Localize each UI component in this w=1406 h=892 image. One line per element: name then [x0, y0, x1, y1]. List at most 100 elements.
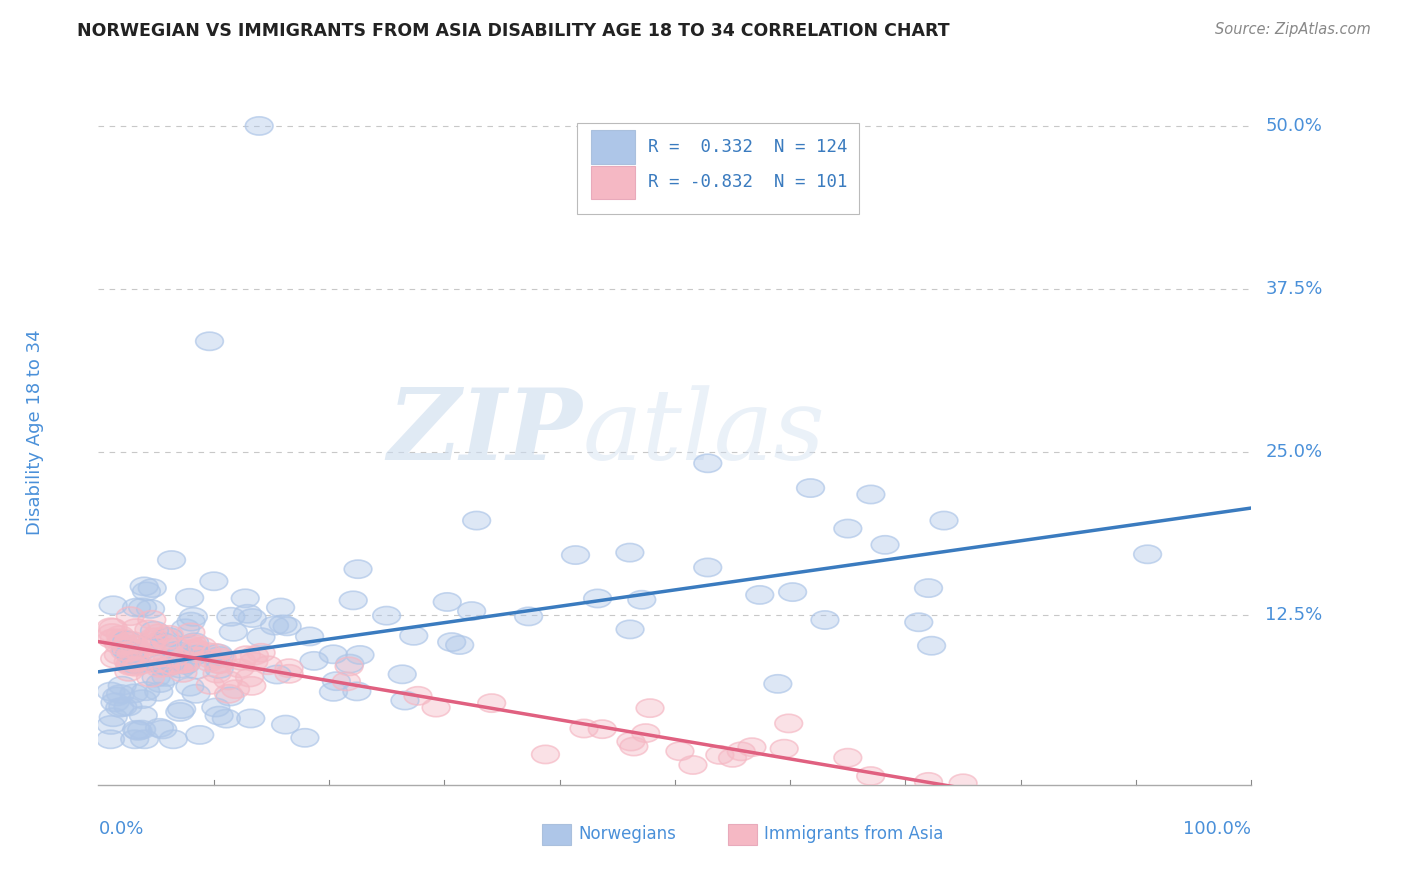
Ellipse shape [620, 738, 648, 756]
Ellipse shape [515, 607, 543, 625]
Ellipse shape [215, 685, 242, 703]
Ellipse shape [169, 664, 197, 682]
Ellipse shape [122, 721, 150, 739]
Ellipse shape [205, 655, 233, 673]
Ellipse shape [172, 619, 200, 638]
Ellipse shape [146, 719, 173, 737]
Ellipse shape [226, 659, 253, 678]
Ellipse shape [779, 583, 807, 601]
Ellipse shape [162, 648, 188, 665]
Ellipse shape [561, 546, 589, 565]
Ellipse shape [163, 642, 190, 660]
Ellipse shape [201, 644, 229, 662]
Ellipse shape [1133, 545, 1161, 564]
Ellipse shape [571, 719, 598, 738]
Ellipse shape [186, 726, 214, 744]
Ellipse shape [872, 536, 898, 554]
Ellipse shape [122, 599, 150, 616]
Ellipse shape [204, 644, 232, 663]
Ellipse shape [217, 607, 245, 626]
FancyBboxPatch shape [591, 130, 634, 164]
Ellipse shape [136, 668, 165, 687]
Ellipse shape [108, 629, 136, 648]
Ellipse shape [333, 673, 360, 690]
Ellipse shape [145, 624, 173, 642]
Ellipse shape [204, 665, 231, 682]
Text: 100.0%: 100.0% [1184, 821, 1251, 838]
Ellipse shape [159, 656, 187, 674]
FancyBboxPatch shape [543, 823, 571, 845]
Ellipse shape [138, 637, 166, 655]
Ellipse shape [246, 117, 273, 135]
Ellipse shape [295, 627, 323, 646]
Ellipse shape [149, 720, 177, 739]
Ellipse shape [177, 613, 205, 631]
Ellipse shape [139, 628, 167, 647]
Ellipse shape [136, 599, 165, 618]
Ellipse shape [775, 714, 803, 732]
Ellipse shape [208, 648, 236, 667]
Ellipse shape [142, 668, 170, 687]
Ellipse shape [240, 647, 269, 665]
Ellipse shape [155, 628, 183, 646]
Ellipse shape [122, 619, 150, 637]
Ellipse shape [695, 558, 721, 576]
Ellipse shape [183, 685, 209, 703]
Ellipse shape [107, 685, 135, 703]
Ellipse shape [204, 655, 232, 673]
Ellipse shape [616, 620, 644, 639]
Ellipse shape [388, 665, 416, 683]
Ellipse shape [121, 655, 149, 673]
Ellipse shape [122, 640, 150, 658]
Text: Source: ZipAtlas.com: Source: ZipAtlas.com [1215, 22, 1371, 37]
Ellipse shape [103, 687, 131, 706]
Ellipse shape [172, 656, 200, 674]
Ellipse shape [104, 646, 132, 664]
Ellipse shape [183, 646, 211, 664]
Ellipse shape [181, 641, 209, 659]
Ellipse shape [141, 622, 169, 640]
Ellipse shape [110, 698, 136, 716]
Ellipse shape [228, 652, 256, 670]
Ellipse shape [173, 654, 201, 672]
Ellipse shape [122, 657, 149, 676]
Ellipse shape [695, 454, 721, 473]
Ellipse shape [163, 638, 191, 657]
Ellipse shape [181, 639, 209, 657]
Ellipse shape [121, 648, 149, 665]
Ellipse shape [931, 511, 957, 530]
Ellipse shape [238, 677, 266, 695]
Ellipse shape [949, 774, 977, 792]
Text: atlas: atlas [582, 385, 825, 480]
Ellipse shape [181, 633, 208, 651]
Ellipse shape [918, 637, 945, 655]
Ellipse shape [763, 674, 792, 693]
Ellipse shape [319, 682, 347, 701]
FancyBboxPatch shape [728, 823, 756, 845]
Text: Disability Age 18 to 34: Disability Age 18 to 34 [25, 330, 44, 535]
Ellipse shape [176, 589, 204, 607]
Ellipse shape [589, 720, 616, 739]
Ellipse shape [343, 682, 371, 700]
Ellipse shape [146, 673, 174, 692]
Ellipse shape [616, 543, 644, 562]
Ellipse shape [856, 767, 884, 785]
Ellipse shape [98, 630, 125, 648]
Ellipse shape [132, 682, 160, 700]
Ellipse shape [205, 706, 233, 725]
Ellipse shape [128, 721, 156, 739]
Ellipse shape [738, 738, 766, 756]
Text: Norwegians: Norwegians [578, 825, 676, 843]
Ellipse shape [322, 672, 350, 690]
Ellipse shape [631, 724, 659, 742]
Ellipse shape [129, 706, 157, 724]
Ellipse shape [247, 628, 274, 647]
Ellipse shape [339, 591, 367, 609]
Ellipse shape [169, 655, 195, 673]
Ellipse shape [214, 671, 242, 690]
Ellipse shape [197, 676, 224, 694]
Ellipse shape [299, 652, 328, 670]
Ellipse shape [100, 619, 127, 637]
Ellipse shape [97, 715, 125, 734]
Ellipse shape [111, 642, 139, 660]
